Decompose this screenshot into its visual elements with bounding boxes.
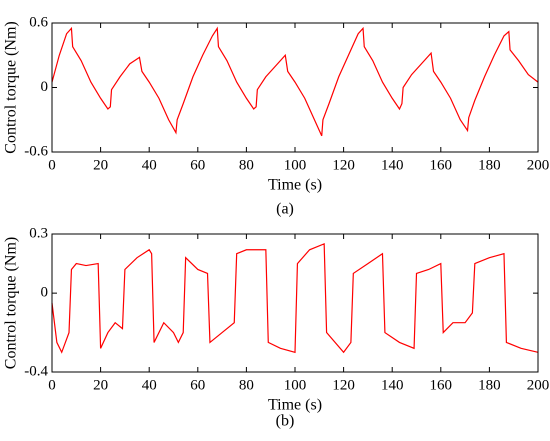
x-tick-label: 60 [190,157,205,173]
x-tick-label: 180 [478,377,501,393]
x-tick-label: 0 [48,377,56,393]
x-tick-label: 0 [48,157,56,173]
y-tick-label: 0 [41,285,49,301]
plot-frame [51,22,539,153]
x-tick-label: 180 [478,157,501,173]
x-tick-label: 20 [93,377,108,393]
x-tick-label: 200 [527,377,550,393]
x-tick-label: 140 [381,377,404,393]
x-tick-label: 140 [381,157,404,173]
y-tick-label: -0.4 [24,363,48,379]
data-line [51,26,539,137]
y-tick-label: 0.6 [29,14,48,30]
data-line [51,242,539,354]
x-axis-label: Time (s) [268,397,322,414]
x-tick-label: 80 [239,157,254,173]
caption: (b) [276,413,295,430]
x-tick-label: 60 [190,377,205,393]
x-tick-label: 120 [332,377,355,393]
x-tick-label: 100 [284,377,307,393]
x-tick-label: 160 [430,157,453,173]
x-tick-label: 120 [332,157,355,173]
x-tick-label: 20 [93,157,108,173]
x-tick-label: 80 [239,377,254,393]
x-tick-label: 160 [430,377,453,393]
y-axis-label: Control torque (Nm) [3,237,20,369]
y-axis-label: Control torque (Nm) [3,21,20,153]
x-tick-label: 100 [284,157,307,173]
y-tick-label: 0.3 [29,225,48,241]
y-tick-label: -0.6 [24,143,48,159]
caption: (a) [276,201,294,218]
x-tick-label: 40 [142,157,157,173]
x-axis-label: Time (s) [268,177,322,194]
x-tick-label: 200 [527,157,550,173]
y-tick-label: 0 [41,79,49,95]
x-tick-label: 40 [142,377,157,393]
